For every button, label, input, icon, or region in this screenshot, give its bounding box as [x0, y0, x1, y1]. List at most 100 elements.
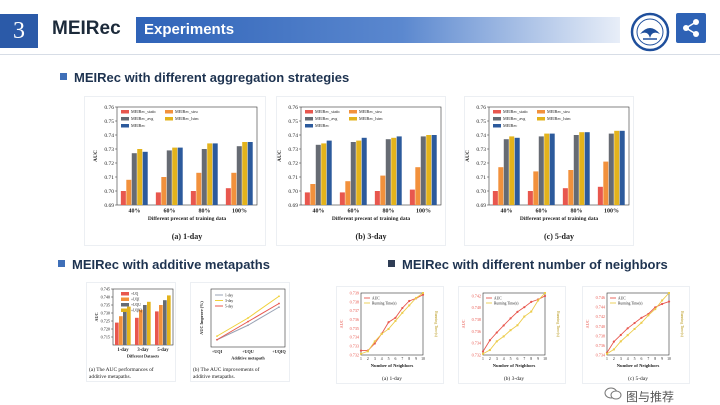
bar [514, 137, 520, 205]
auc-line [482, 295, 546, 352]
bar [177, 147, 183, 205]
x-tick-label: 6 [640, 357, 642, 361]
y-tick-label: 0.73 [476, 147, 486, 153]
time-point [422, 292, 424, 294]
x-tick-label: 100% [416, 209, 431, 215]
bar-chart-card-3day: 0.69 0.70 0.71 0.72 0.73 0.74 0.75 0.76 40% 60% 80… [276, 96, 446, 246]
y-tick-label: 0.734 [472, 341, 482, 346]
bar [143, 305, 147, 345]
legend-label: 5-day [225, 305, 233, 309]
legend-label: MEIRec_stru [175, 109, 198, 114]
x-tick-label: 2 [613, 357, 615, 361]
legend-swatch [121, 297, 129, 301]
bar [527, 191, 533, 205]
plot-frame [360, 292, 424, 356]
y-tick-label: 0.72 [288, 161, 298, 167]
legend-label: MEIRec [315, 123, 329, 128]
x-tick-label: 9 [537, 357, 539, 361]
y2-axis-label: Running Time(s) [434, 311, 438, 338]
auc-point [667, 300, 671, 303]
time-point [612, 348, 615, 351]
chart-caption: (a) 1-day [172, 232, 202, 241]
x-tick-label: 40% [501, 209, 513, 215]
x-tick-label: 60% [164, 209, 176, 215]
bar [201, 149, 207, 205]
time-point [401, 311, 404, 314]
chart-caption: additive metapaths. [89, 374, 131, 380]
bar [509, 136, 515, 205]
legend-swatch [121, 124, 129, 128]
y-tick-label: 0.74 [104, 133, 114, 139]
y-axis-label: AUC [277, 150, 283, 162]
x-tick-label: 80% [383, 209, 395, 215]
legend-swatch [305, 124, 313, 128]
bar [236, 146, 242, 205]
bullet-square-icon [60, 73, 67, 80]
bar [361, 137, 367, 205]
y-tick-label: 0.742 [596, 314, 605, 319]
x-tick-label: 9 [661, 357, 663, 361]
legend-swatch [165, 117, 173, 121]
bar [137, 149, 143, 205]
y-tick-label: 0.734 [350, 335, 360, 340]
legend-swatch [493, 124, 501, 128]
chart-caption: (b) The AUC improvements of [193, 366, 260, 373]
y-tick-label: 0.69 [476, 203, 486, 209]
auc-point [481, 350, 485, 353]
heading-aggregation: MEIRec with different aggregation strate… [60, 70, 349, 85]
y-tick-label: 0.740 [101, 294, 110, 299]
legend-label: +UQU [131, 303, 141, 307]
share-button[interactable] [676, 13, 706, 43]
x-tick-label: 3 [496, 357, 498, 361]
y-tick-label: 0.746 [596, 295, 605, 300]
time-point [482, 352, 484, 355]
y-tick-label: 0.733 [350, 344, 359, 349]
time-point [387, 327, 390, 330]
auc-point [530, 300, 533, 303]
time-point [380, 332, 383, 335]
x-tick-label: 2 [489, 357, 491, 361]
bar [503, 139, 509, 205]
legend-label: AUC [372, 296, 380, 300]
x-tick-label: 60% [348, 209, 360, 215]
x-axis-label: Different precent of training data [148, 216, 227, 222]
bar [126, 179, 132, 205]
x-tick-label: 7 [523, 357, 525, 361]
time-point [633, 327, 636, 330]
x-tick-label: 10 [421, 357, 425, 361]
y-tick-label: 0.738 [350, 299, 359, 304]
time-point [626, 334, 629, 337]
time-point [394, 319, 397, 322]
legend-swatch [121, 303, 129, 307]
bar [350, 142, 356, 205]
x-tick-label: +UQI [212, 349, 223, 354]
bar [207, 143, 213, 205]
bar [492, 191, 498, 205]
x-tick-label: 6 [394, 357, 396, 361]
x-tick-label: 5 [634, 357, 636, 361]
bar [120, 191, 126, 205]
legend-swatch [121, 117, 129, 121]
bar [135, 317, 139, 345]
legend-label: MEIRec_lstm [359, 116, 383, 121]
legend-label: MEIRec [131, 123, 145, 128]
legend-label: +UQ [131, 292, 139, 296]
auc-point [640, 316, 643, 319]
y-tick-label: 0.72 [104, 161, 114, 167]
chart-caption: (c) 5-day [544, 232, 574, 241]
legend-swatch [165, 110, 173, 114]
bar [339, 192, 345, 205]
auc-point [488, 339, 491, 342]
bar-chart-5day: 0.69 0.70 0.71 0.72 0.73 0.74 0.75 0.76 40% 60% 80… [465, 105, 630, 241]
slide-header: 3 MEIRec Experiments [0, 0, 720, 56]
legend-label: MEIRec_stru [359, 109, 382, 114]
auc-point [619, 333, 622, 337]
legend-swatch [493, 117, 501, 121]
bar [533, 171, 539, 205]
neighbors-card-3day: 0.742 0.740 0.738 0.736 0.734 0.732 1 2 3 4 5 6 7 8 9 1… [458, 286, 566, 384]
x-tick-label: 8 [530, 357, 532, 361]
legend-label: +UQI [131, 298, 140, 302]
bar [123, 309, 127, 345]
